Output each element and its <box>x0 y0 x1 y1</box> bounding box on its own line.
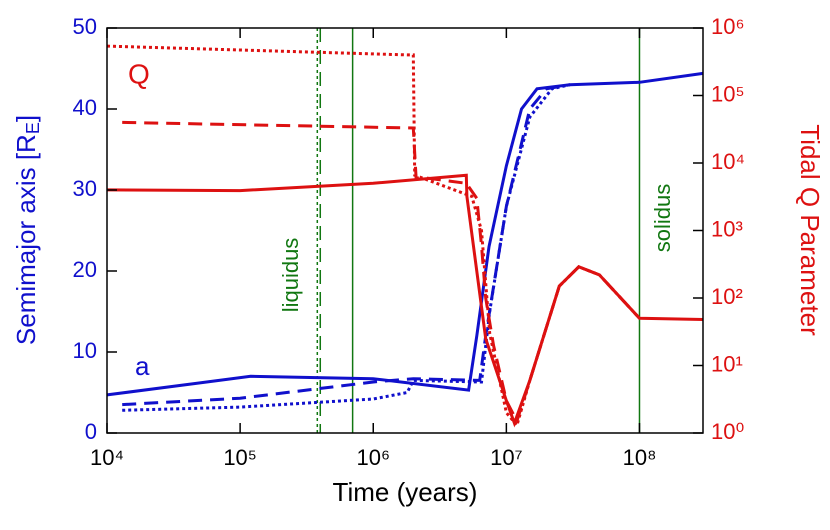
y-tick-label: 0 <box>85 419 97 444</box>
x-tick-label: 10⁴ <box>90 445 124 470</box>
x-axis-label: Time (years) <box>333 477 478 507</box>
data-line <box>122 120 641 426</box>
annotation: solidus <box>650 184 675 252</box>
annotation: Q <box>128 58 150 89</box>
x-tick-label: 10⁶ <box>356 445 390 470</box>
y2-tick-label: 10⁴ <box>711 149 745 174</box>
x-tick-label: 10⁷ <box>490 445 522 470</box>
y-axis-label-part: Semimajor axis [R <box>11 134 41 345</box>
y2-tick-label: 10⁰ <box>711 419 744 444</box>
plot-frame <box>106 27 704 434</box>
y2-tick-label: 10⁶ <box>711 14 745 39</box>
data-line <box>106 173 704 428</box>
y-tick-label: 40 <box>73 95 97 120</box>
y-axis-label-sub: E <box>23 122 43 134</box>
y-tick-label: 20 <box>73 257 97 282</box>
y-tick-label: 50 <box>73 14 97 39</box>
annotation: liquidus <box>278 238 303 313</box>
y-axis-label: Semimajor axis [RE] <box>11 115 43 345</box>
y-tick-label: 30 <box>73 176 97 201</box>
data-line <box>106 44 641 429</box>
y-axis-label-part: ] <box>11 115 41 122</box>
y-tick-label: 10 <box>73 338 97 363</box>
data-line <box>122 83 571 412</box>
y2-tick-label: 10² <box>711 284 743 309</box>
y2-tick-label: 10⁵ <box>711 81 745 106</box>
x-tick-label: 10⁵ <box>223 445 257 470</box>
data-line <box>106 71 704 397</box>
y2-tick-label: 10³ <box>711 216 743 241</box>
y2-tick-label: 10¹ <box>711 351 743 376</box>
x-tick-label: 10⁸ <box>623 445 657 470</box>
data-line <box>122 83 571 407</box>
y2-axis-label: Tidal Q Parameter <box>795 124 825 336</box>
annotation: a <box>135 351 150 381</box>
